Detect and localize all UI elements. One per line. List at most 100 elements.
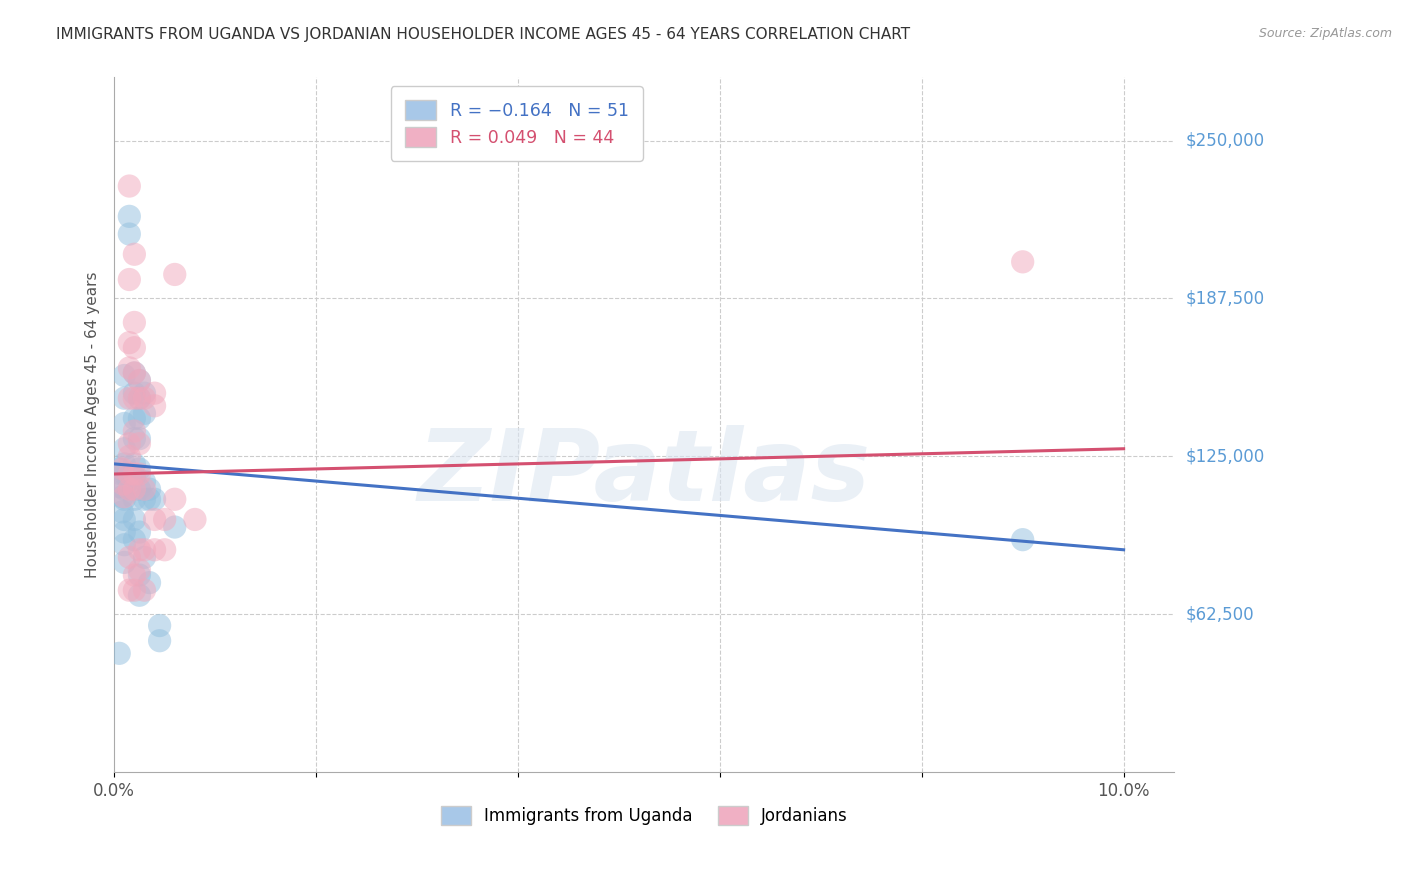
Point [112,492,135,507]
Point [138,575,160,590]
Point [143,399,166,413]
Point [124,469,146,483]
Point [112,482,135,496]
Point [124,512,146,526]
Point [153,542,176,557]
Point [134,492,156,507]
Point [110,467,132,481]
Point [118,450,141,464]
Point [111,490,134,504]
Point [153,512,176,526]
Point [138,482,160,496]
Text: Source: ZipAtlas.com: Source: ZipAtlas.com [1258,27,1392,40]
Point [124,411,146,425]
Y-axis label: Householder Income Ages 45 - 64 years: Householder Income Ages 45 - 64 years [86,271,100,578]
Point [124,315,146,329]
Point [124,424,146,438]
Point [128,525,150,540]
Point [124,366,146,380]
Point [124,568,146,582]
Text: $187,500: $187,500 [1185,289,1264,308]
Point [124,386,146,401]
Point [128,588,150,602]
Text: $250,000: $250,000 [1185,132,1264,150]
Point [108,462,131,476]
Point [124,391,146,405]
Point [149,633,172,648]
Point [124,341,146,355]
Point [118,360,141,375]
Point [118,391,141,405]
Point [112,538,135,552]
Point [112,490,135,504]
Point [128,391,150,405]
Point [149,618,172,632]
Point [134,482,156,496]
Point [118,436,141,450]
Point [128,391,150,405]
Point [134,583,156,598]
Point [111,462,134,476]
Point [124,482,146,496]
Text: $125,000: $125,000 [1185,447,1264,466]
Point [112,391,135,405]
Point [112,525,135,540]
Point [143,512,166,526]
Point [118,335,141,350]
Point [112,467,135,481]
Point [128,411,150,425]
Point [112,555,135,569]
Point [143,386,166,401]
Point [124,467,146,481]
Point [184,512,207,526]
Text: IMMIGRANTS FROM UGANDA VS JORDANIAN HOUSEHOLDER INCOME AGES 45 - 64 YEARS CORREL: IMMIGRANTS FROM UGANDA VS JORDANIAN HOUS… [56,27,910,42]
Point [108,646,131,660]
Point [118,583,141,598]
Point [124,457,146,471]
Text: ZIPatlas: ZIPatlas [418,425,870,522]
Point [1011,255,1033,269]
Point [138,492,160,507]
Point [128,436,150,450]
Point [124,432,146,446]
Point [134,550,156,565]
Point [128,432,150,446]
Point [112,457,135,471]
Point [124,366,146,380]
Point [112,368,135,383]
Point [134,542,156,557]
Point [1011,533,1033,547]
Point [163,492,186,507]
Point [124,247,146,261]
Point [112,442,135,456]
Point [118,179,141,194]
Point [124,533,146,547]
Point [128,542,150,557]
Point [134,391,156,405]
Point [112,512,135,526]
Point [128,467,150,481]
Point [112,477,135,491]
Point [128,482,150,496]
Point [134,386,156,401]
Point [143,492,166,507]
Point [128,462,150,476]
Point [118,227,141,241]
Point [163,520,186,534]
Point [124,492,146,507]
Point [124,583,146,598]
Point [134,475,156,489]
Point [118,272,141,286]
Point [118,550,141,565]
Point [143,542,166,557]
Point [118,482,141,496]
Legend: Immigrants from Uganda, Jordanians: Immigrants from Uganda, Jordanians [433,797,856,833]
Point [128,374,150,388]
Point [134,406,156,420]
Point [128,563,150,577]
Point [118,467,141,481]
Point [128,568,150,582]
Text: $62,500: $62,500 [1185,605,1254,624]
Point [118,210,141,224]
Point [163,268,186,282]
